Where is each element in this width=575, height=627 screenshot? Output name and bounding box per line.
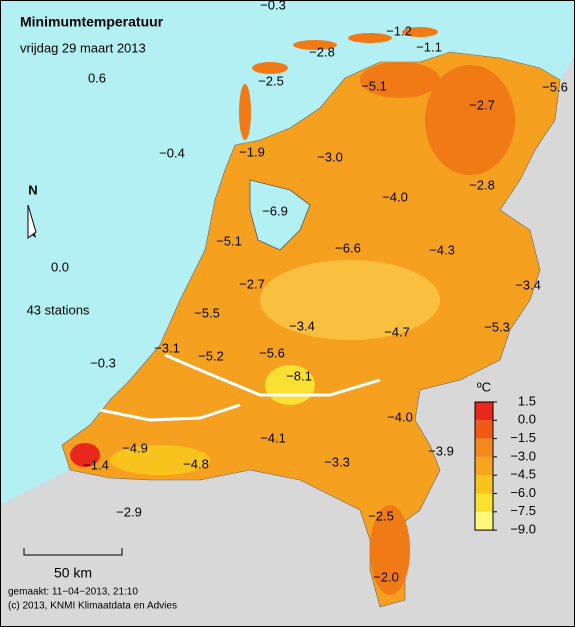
station-value: 0.6	[88, 70, 106, 85]
station-value: −1.2	[386, 23, 412, 38]
cold-region	[370, 505, 410, 595]
legend-unit: ºC	[477, 379, 491, 394]
station-value: −4.0	[387, 409, 413, 424]
cold-region	[425, 65, 515, 175]
legend-swatch	[475, 511, 493, 531]
legend-tick-label: −4.5	[510, 467, 536, 482]
station-value: −6.9	[262, 203, 288, 218]
legend-tick-label: 1.5	[518, 393, 536, 408]
legend-tick-label: −9.0	[510, 522, 536, 537]
river	[164, 353, 381, 397]
legend-tick-label: −6.0	[510, 485, 536, 500]
station-value: −1.4	[83, 457, 109, 472]
station-value: −4.8	[183, 456, 209, 471]
title: Minimumtemperatuur	[20, 14, 164, 30]
island	[348, 33, 392, 43]
station-value: −5.6	[259, 345, 285, 360]
station-value: −0.3	[90, 355, 116, 370]
north-arrow	[27, 204, 37, 239]
warm-region	[110, 445, 210, 475]
legend-swatch	[475, 493, 493, 512]
station-value: −2.0	[373, 569, 399, 584]
station-value: −2.7	[469, 97, 495, 112]
station-value: 0.0	[51, 259, 69, 274]
station-value: −2.8	[309, 44, 335, 59]
footer-credit: (c) 2013, KNMI Klimaatdata en Advies	[8, 601, 177, 612]
legend-swatch	[475, 475, 493, 494]
station-value: −5.2	[198, 348, 224, 363]
legend-tick-label: −7.5	[510, 503, 536, 518]
station-value: −0.4	[159, 145, 185, 160]
station-value: −2.5	[368, 508, 394, 523]
station-value: −4.9	[122, 440, 148, 455]
station-value: −1.1	[416, 39, 442, 54]
station-value: −3.1	[154, 340, 180, 355]
cold-region	[360, 62, 440, 98]
station-value: −3.4	[515, 277, 541, 292]
station-value: −4.3	[429, 242, 455, 257]
legend-swatch	[475, 402, 493, 421]
station-value: −5.6	[542, 79, 568, 94]
station-value: −5.1	[216, 233, 242, 248]
scale-bar	[23, 548, 123, 556]
subtitle: vrijdag 29 maart 2013	[20, 40, 146, 55]
island	[402, 27, 438, 37]
station-value: −2.5	[258, 73, 284, 88]
station-value: −4.1	[260, 430, 286, 445]
legend-swatch	[475, 420, 493, 439]
legend-swatch	[475, 456, 493, 476]
foreign-land	[0, 55, 575, 627]
legend-tick-label: 0.0	[518, 412, 536, 427]
ijsselmeer	[249, 179, 311, 251]
legend-tick-label: −1.5	[510, 430, 536, 445]
warm-region	[260, 260, 440, 340]
footer-made: gemaakt: 11−04−2013, 21:10	[8, 587, 138, 598]
legend: 1.5 0.0 −1.5 −3.0 −4.5 −6.0 −7.5 −9.0	[474, 393, 536, 537]
north-label: N	[28, 182, 37, 197]
legend-tick-label: −3.0	[510, 448, 536, 463]
station-value: −2.7	[239, 276, 265, 291]
legend-box	[474, 401, 494, 531]
stations: −0.3 −1.2 −1.1 −2.8 −5.1 −5.6 −2.5 0.6 −2.7 −0.4 −…	[51, 0, 568, 584]
station-value: −2.9	[116, 504, 142, 519]
warm-region	[70, 443, 100, 467]
station-value: −1.9	[239, 144, 265, 159]
island	[293, 40, 337, 50]
station-value: −3.9	[428, 443, 454, 458]
station-value: −5.1	[361, 78, 387, 93]
station-value: −5.5	[194, 305, 220, 320]
station-count: 43 stations	[27, 302, 90, 317]
island	[252, 62, 288, 74]
station-value: −4.0	[382, 189, 408, 204]
legend-swatch	[475, 438, 493, 457]
station-value: −3.4	[289, 318, 315, 333]
station-value: −5.3	[484, 319, 510, 334]
river	[99, 403, 241, 422]
station-value: −4.7	[384, 324, 410, 339]
station-value: −8.1	[286, 368, 312, 383]
station-value: −0.3	[260, 0, 286, 12]
scale-label: 50 km	[54, 565, 92, 581]
island	[239, 84, 251, 140]
station-value: −3.3	[324, 454, 350, 469]
station-value: −6.6	[335, 240, 361, 255]
station-value: −2.8	[469, 177, 495, 192]
station-value: −3.0	[317, 149, 343, 164]
